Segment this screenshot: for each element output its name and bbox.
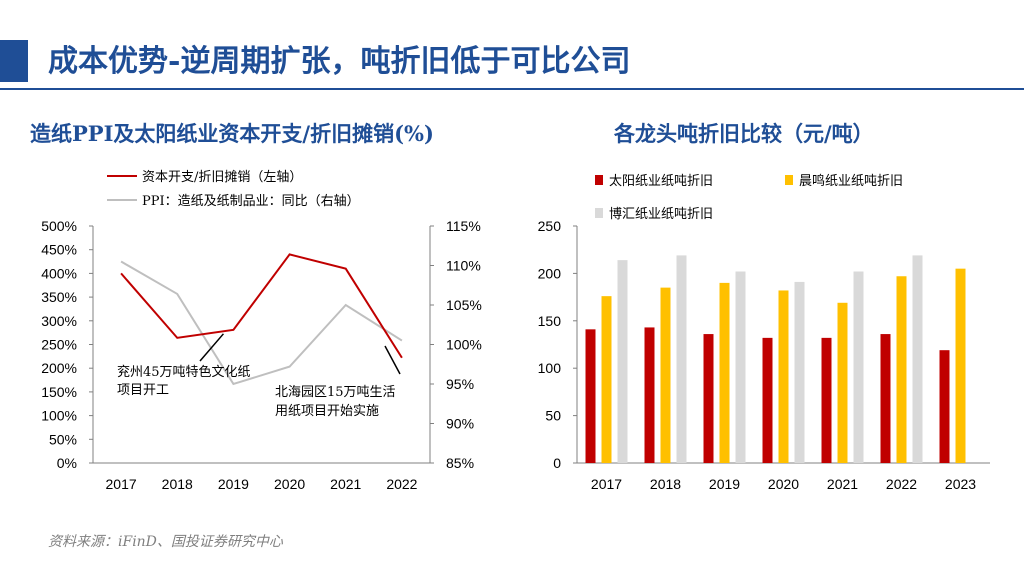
bar-y-tick-label: 50 (545, 408, 561, 424)
bar (644, 327, 655, 463)
x-tick-label: 2019 (218, 476, 249, 492)
right-axis-tick-label: 95% (446, 376, 474, 392)
bar (617, 260, 628, 463)
bar-y-tick-label: 0 (553, 455, 561, 471)
bar-x-tick-label: 2018 (650, 476, 681, 492)
page-title: 成本优势-逆周期扩张，吨折旧低于可比公司 (48, 44, 631, 79)
left-axis-tick-label: 350% (41, 289, 77, 305)
legend-label-ppi: PPI：造纸及纸制品业：同比（右轴） (142, 194, 360, 209)
left-axis-tick-label: 300% (41, 313, 77, 329)
left-chart-title: 造纸PPI及太阳纸业资本开支/折旧摊销(%) (30, 121, 434, 146)
x-tick-label: 2022 (386, 476, 417, 492)
annotation-pointer-1 (199, 333, 224, 362)
bar (660, 287, 671, 463)
bar-y-tick-label: 100 (538, 360, 562, 376)
left-axis-tick-label: 100% (41, 408, 77, 424)
bar (703, 334, 714, 463)
bar-x-tick-label: 2021 (827, 476, 858, 492)
x-tick-label: 2018 (162, 476, 193, 492)
left-axis-tick-label: 250% (41, 337, 77, 353)
annotation-2-line-1: 北海园区15万吨生活 (275, 385, 396, 400)
right-axis-tick-label: 115% (446, 218, 481, 234)
bar (880, 334, 891, 463)
bar (601, 296, 612, 463)
left-axis-tick-label: 50% (49, 431, 77, 447)
bar-legend-swatch (785, 175, 793, 185)
bar-legend-label: 太阳纸业纸吨折旧 (609, 174, 713, 189)
bar-legend-swatch (595, 175, 603, 185)
bar (853, 271, 864, 463)
bar-legend-swatch (595, 208, 603, 218)
bar-x-tick-label: 2017 (591, 476, 622, 492)
bar (939, 350, 950, 463)
right-axis-tick-label: 100% (446, 337, 482, 353)
right-axis-tick-label: 105% (446, 297, 482, 313)
bar (794, 281, 805, 463)
bar-x-tick-label: 2023 (945, 476, 976, 492)
title-divider (0, 88, 1024, 90)
left-axis-tick-label: 0% (57, 455, 77, 471)
x-tick-label: 2021 (330, 476, 361, 492)
bar (585, 329, 596, 463)
bar (778, 290, 789, 463)
bar (821, 337, 832, 463)
bar-y-tick-label: 250 (538, 218, 562, 234)
right-axis-tick-label: 85% (446, 455, 474, 471)
bar-y-tick-label: 150 (538, 313, 562, 329)
left-axis-tick-label: 200% (41, 360, 77, 376)
bar-legend-label: 晨鸣纸业纸吨折旧 (799, 173, 903, 189)
legend-label-capex: 资本开支/折旧摊销（左轴） (142, 170, 302, 185)
right-axis-tick-label: 90% (446, 416, 474, 432)
bar (912, 255, 923, 463)
annotation-1-line-2: 项目开工 (117, 383, 169, 398)
x-tick-label: 2017 (106, 476, 137, 492)
right-chart-title: 各龙头吨折旧比较（元/吨） (614, 121, 874, 146)
bar (719, 282, 730, 463)
annotation-pointer-2 (384, 345, 401, 375)
left-axis-tick-label: 500% (41, 218, 77, 234)
source-note: 资料来源：iFinD、国投证券研究中心 (48, 534, 283, 550)
bar (955, 268, 966, 463)
bar-x-tick-label: 2019 (709, 476, 740, 492)
bar-y-tick-label: 200 (538, 265, 562, 281)
bar (762, 337, 773, 463)
bar-legend-label: 博汇纸业纸吨折旧 (609, 207, 713, 222)
left-axis-tick-label: 150% (41, 384, 77, 400)
bar (896, 276, 907, 463)
right-axis-tick-label: 110% (446, 258, 481, 274)
annotation-2-line-2: 用纸项目开始实施 (275, 404, 379, 419)
left-axis-tick-label: 400% (41, 265, 77, 281)
title-accent-bar (0, 40, 28, 82)
ppi-line (120, 260, 403, 386)
bar-x-tick-label: 2022 (886, 476, 917, 492)
bar (837, 302, 848, 463)
bar-x-tick-label: 2020 (768, 476, 799, 492)
bar (676, 255, 687, 463)
annotation-1-line-1: 兖州45万吨特色文化纸 (117, 364, 251, 380)
bar (735, 271, 746, 463)
left-axis-tick-label: 450% (41, 242, 77, 258)
x-tick-label: 2020 (274, 476, 305, 492)
capex-ratio-line (120, 253, 403, 359)
